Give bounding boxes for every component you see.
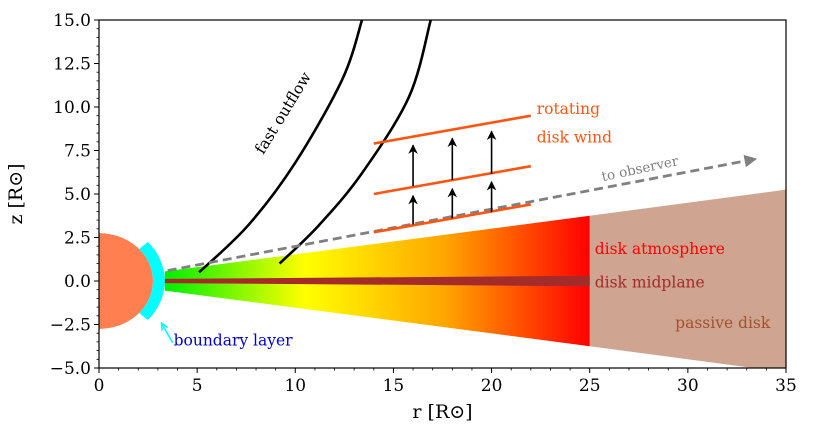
y-tick-label: 12.5 [53,55,91,75]
y-tick-label: −2.5 [50,316,91,336]
outflow-line-1 [198,20,364,274]
y-tick-label: 0.0 [64,272,91,292]
axis-ticks: 0 5 10 15 20 25 30 35 −5.0 −2.5 0.0 2.5 5.0 7.5 10.0 12… [50,11,797,396]
y-tick-label: 5.0 [64,185,91,205]
passive-disk-label: passive disk [675,314,771,332]
x-tick-label: 0 [94,376,105,396]
x-axis-label: r [R⊙] [412,401,472,423]
x-tick-label: 25 [579,376,601,396]
rotating-label: rotating [537,100,600,118]
x-tick-label: 15 [383,376,405,396]
y-tick-label: 10.0 [53,98,91,118]
x-tick-label: 35 [775,376,797,396]
star [99,233,153,329]
y-axis-label: z [R⊙] [5,163,27,224]
y-tick-label: 2.5 [64,229,91,249]
plot-area [99,20,786,368]
disk-wind-label: disk wind [537,129,612,147]
x-tick-label: 5 [192,376,203,396]
disk-midplane-label: disk midplane [595,273,705,291]
observer-arrow [167,154,758,272]
x-tick-label: 20 [481,376,503,396]
wind-line-3 [373,114,532,145]
disk-midplane [164,275,590,287]
y-tick-label: 15.0 [53,11,91,31]
x-tick-label: 10 [284,376,306,396]
passive-disk [589,189,786,368]
outflow-line-2 [278,20,432,265]
x-tick-label: 30 [677,376,699,396]
boundary-layer-arrow [162,324,174,344]
disk-atmosphere-label: disk atmosphere [595,240,725,258]
boundary-layer-label: boundary layer [174,331,294,349]
boundary-layer [139,241,165,321]
y-tick-label: 7.5 [64,142,91,162]
y-tick-label: −5.0 [50,359,91,379]
